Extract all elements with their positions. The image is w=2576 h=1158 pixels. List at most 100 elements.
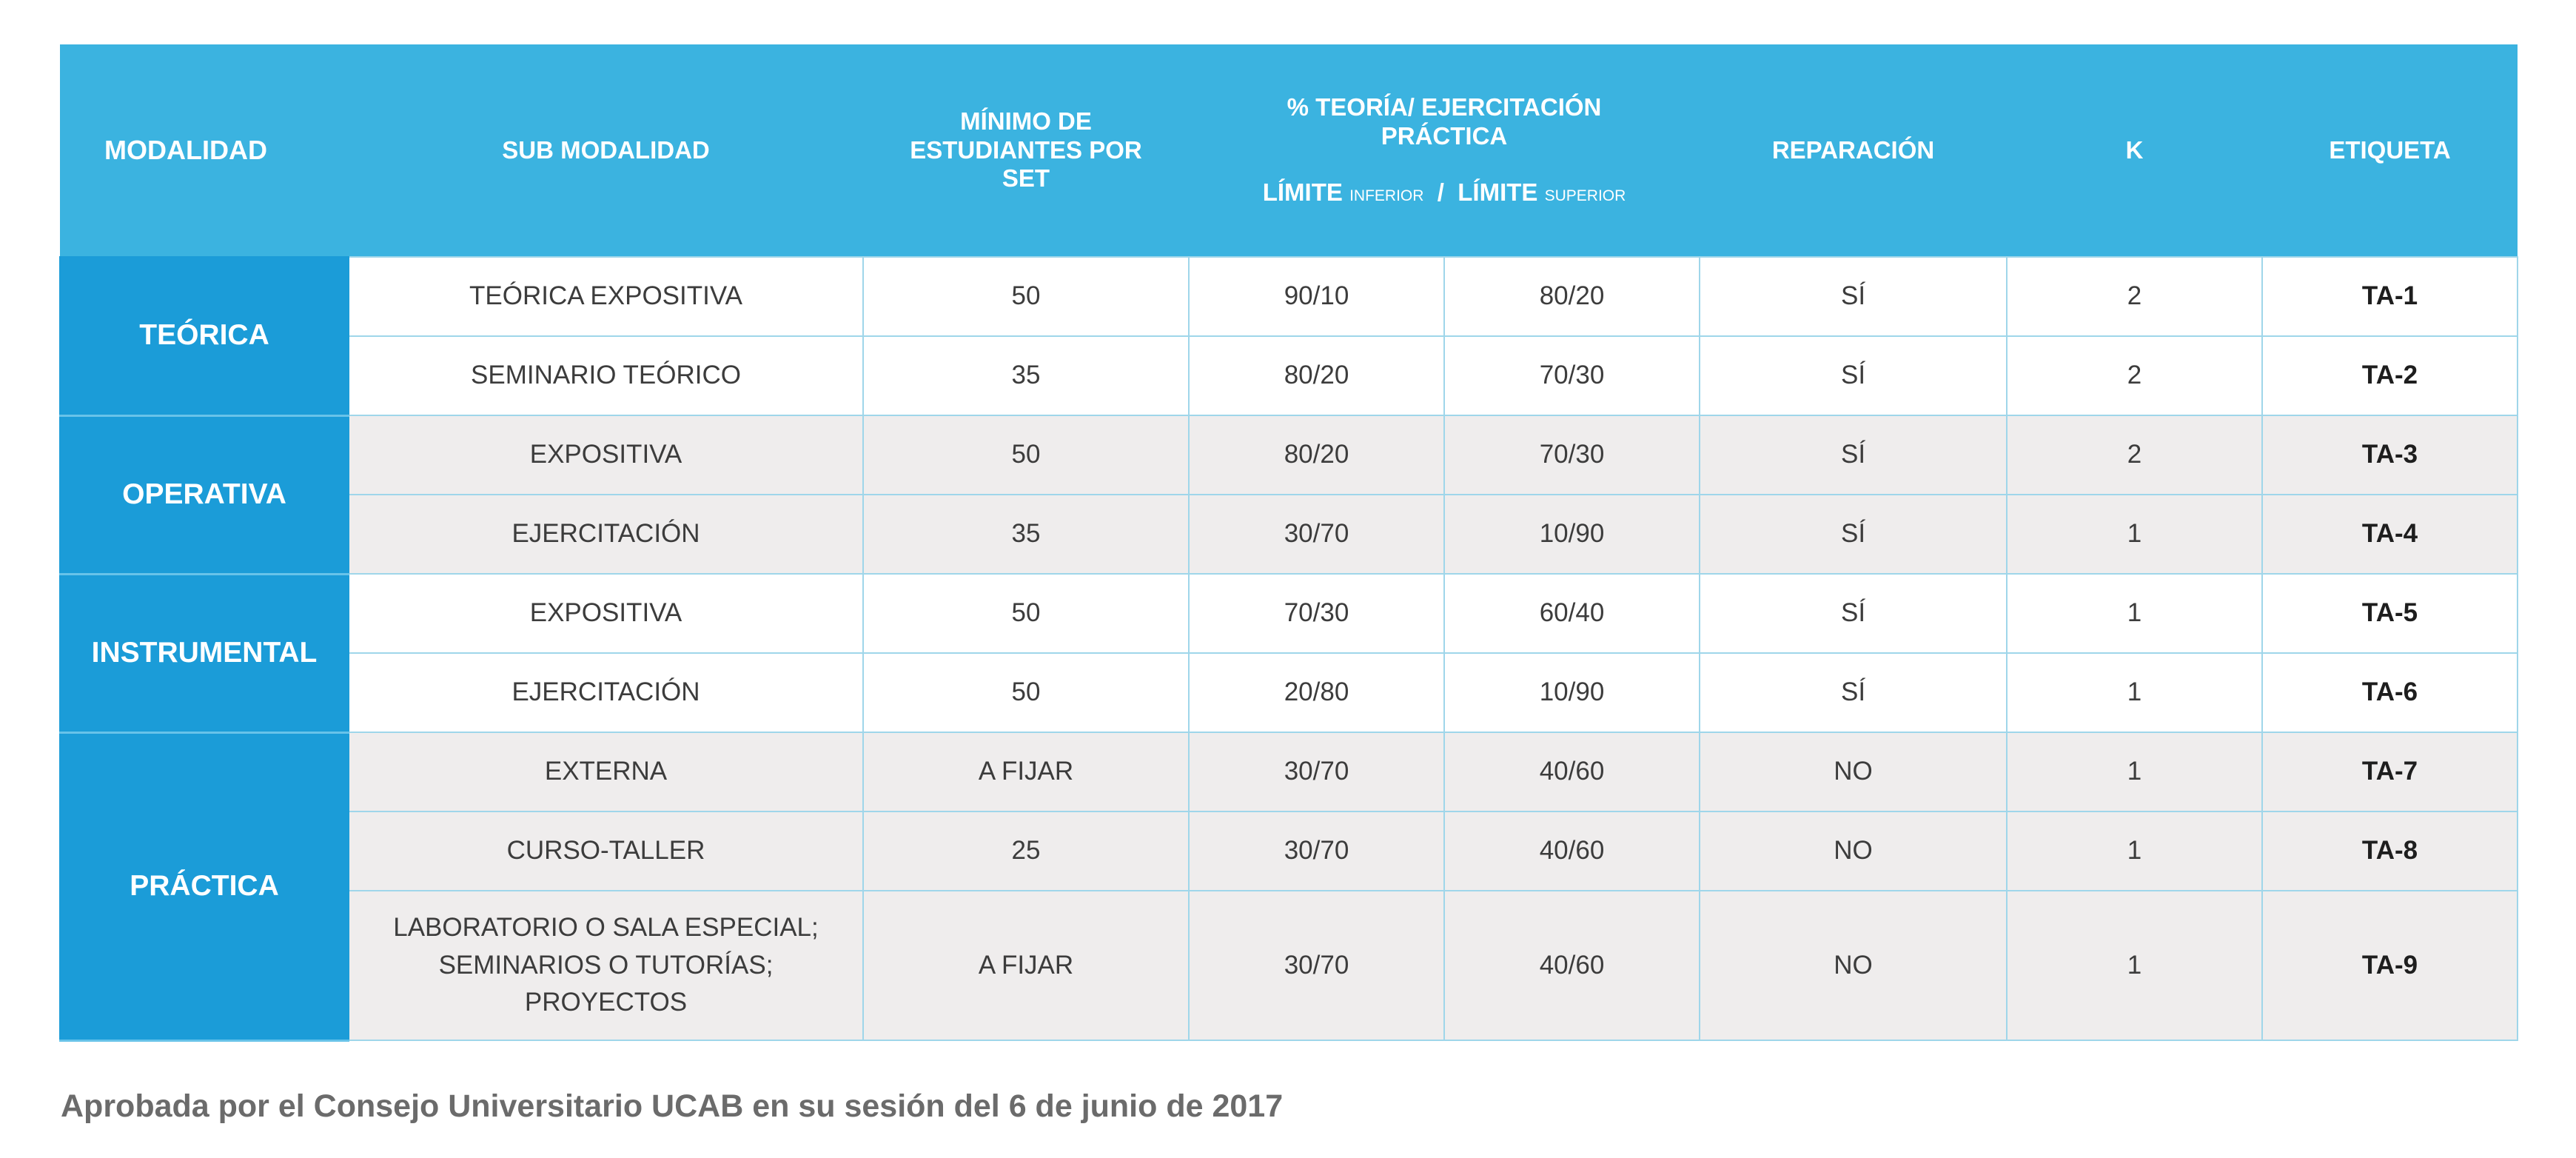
reparacion-cell: SÍ [1699, 573, 2008, 654]
upper-limit-cell: 40/60 [1443, 811, 1701, 891]
modality-cell-operativa: OPERATIVA [59, 415, 349, 575]
upper-limit-cell: 10/90 [1443, 494, 1701, 575]
sub-modality-line1: LABORATORIO O SALA ESPECIAL; [393, 912, 819, 942]
min-students-cell: 25 [862, 811, 1190, 891]
etiqueta-cell: TA-5 [2261, 573, 2519, 654]
upper-limit-cell: 60/40 [1443, 573, 1701, 654]
lower-limit-cell: 30/70 [1188, 732, 1445, 812]
lower-limit-cell: 20/80 [1188, 652, 1445, 733]
sub-modality-cell: EXPOSITIVA [348, 573, 864, 654]
table-row: TEÓRICA TEÓRICA EXPOSITIVA 50 90/10 80/2… [59, 256, 2519, 417]
sub-modality-cell: EJERCITACIÓN [348, 652, 864, 733]
lower-limit-cell: 80/20 [1188, 335, 1445, 416]
reparacion-cell: NO [1699, 890, 2008, 1041]
header-modalidad: MODALIDAD [60, 44, 349, 257]
upper-limit-cell: 70/30 [1443, 335, 1701, 416]
reparacion-cell: NO [1699, 732, 2008, 812]
etiqueta-cell: TA-9 [2261, 890, 2519, 1041]
upper-limit-cell: 40/60 [1443, 890, 1701, 1041]
k-cell: 1 [2006, 494, 2264, 575]
k-cell: 1 [2006, 732, 2264, 812]
etiqueta-cell: TA-8 [2261, 811, 2519, 891]
k-cell: 1 [2006, 811, 2264, 891]
reparacion-cell: SÍ [1699, 415, 2008, 495]
etiqueta-cell: TA-4 [2261, 494, 2519, 575]
header-row: MODALIDAD SUB MODALIDAD MÍNIMO DE ESTUDI… [60, 44, 2518, 257]
table-header: MODALIDAD SUB MODALIDAD MÍNIMO DE ESTUDI… [60, 44, 2518, 257]
k-cell: 1 [2006, 573, 2264, 654]
sub-modality-cell: EJERCITACIÓN [348, 494, 864, 575]
etiqueta-cell: TA-1 [2261, 256, 2519, 337]
k-cell: 2 [2006, 415, 2264, 495]
etiqueta-cell: TA-2 [2261, 335, 2519, 416]
modalities-table: MODALIDAD SUB MODALIDAD MÍNIMO DE ESTUDI… [59, 44, 2519, 1042]
header-porcentaje-teoria: % TEORÍA/ EJERCITACIÓN PRÁCTICA LÍMITE I… [1189, 44, 1700, 257]
sub-modality-line3: PROYECTOS [524, 988, 688, 1017]
sub-modality-cell: TEÓRICA EXPOSITIVA [348, 256, 864, 337]
table-body: TEÓRICA TEÓRICA EXPOSITIVA 50 90/10 80/2… [59, 256, 2519, 1042]
sub-modality-cell: EXTERNA [348, 732, 864, 812]
header-pct-line1: % TEORÍA/ EJERCITACIÓN [1287, 93, 1602, 121]
lower-limit-cell: 30/70 [1188, 494, 1445, 575]
modality-cell-practica: PRÁCTICA [59, 732, 349, 1042]
sub-modality-cell: EXPOSITIVA [348, 415, 864, 495]
etiqueta-cell: TA-7 [2261, 732, 2519, 812]
lower-limit-cell: 30/70 [1188, 811, 1445, 891]
lower-limit-cell: 30/70 [1188, 890, 1445, 1041]
upper-limit-cell: 70/30 [1443, 415, 1701, 495]
sub-modality-line2: SEMINARIOS O TUTORÍAS; [438, 950, 774, 980]
header-minimo-estudiantes: MÍNIMO DE ESTUDIANTES POR SET [863, 44, 1189, 257]
header-limite-superior-word: LÍMITE [1458, 178, 1538, 207]
modalities-table-container: MODALIDAD SUB MODALIDAD MÍNIMO DE ESTUDI… [59, 44, 2519, 1042]
etiqueta-cell: TA-3 [2261, 415, 2519, 495]
reparacion-cell: SÍ [1699, 256, 2008, 337]
lower-limit-cell: 90/10 [1188, 256, 1445, 337]
min-students-cell: 50 [862, 652, 1190, 733]
min-students-cell: A FIJAR [862, 890, 1190, 1041]
min-students-cell: 35 [862, 335, 1190, 416]
sub-modality-cell: LABORATORIO O SALA ESPECIAL; SEMINARIOS … [348, 890, 864, 1041]
header-superior-label: SUPERIOR [1544, 187, 1626, 205]
upper-limit-cell: 80/20 [1443, 256, 1701, 337]
header-sub-modalidad: SUB MODALIDAD [349, 44, 863, 257]
min-students-cell: 50 [862, 415, 1190, 495]
min-students-cell: 50 [862, 256, 1190, 337]
lower-limit-cell: 70/30 [1188, 573, 1445, 654]
k-cell: 1 [2006, 890, 2264, 1041]
header-minimo-line1: MÍNIMO DE [960, 107, 1092, 135]
table-row: SEMINARIO TEÓRICO 35 80/20 70/30 SÍ 2 TA… [60, 335, 2519, 416]
upper-limit-cell: 40/60 [1443, 732, 1701, 812]
header-minimo-line3: SET [1002, 164, 1050, 193]
reparacion-cell: NO [1699, 811, 2008, 891]
modality-cell-teorica: TEÓRICA [59, 256, 349, 417]
header-reparacion: REPARACIÓN [1700, 44, 2008, 257]
k-cell: 1 [2006, 652, 2264, 733]
table-row: EJERCITACIÓN 35 30/70 10/90 SÍ 1 TA-4 [60, 494, 2519, 575]
sub-modality-cell: CURSO-TALLER [348, 811, 864, 891]
reparacion-cell: SÍ [1699, 494, 2008, 575]
reparacion-cell: SÍ [1699, 335, 2008, 416]
min-students-cell: 50 [862, 573, 1190, 654]
header-k: K [2007, 44, 2263, 257]
header-limite-inferior-word: LÍMITE [1262, 178, 1343, 207]
table-row: EJERCITACIÓN 50 20/80 10/90 SÍ 1 TA-6 [60, 652, 2519, 733]
table-row: PRÁCTICA EXTERNA A FIJAR 30/70 40/60 NO … [59, 732, 2519, 1042]
upper-limit-cell: 10/90 [1443, 652, 1701, 733]
k-cell: 2 [2006, 256, 2264, 337]
reparacion-cell: SÍ [1699, 652, 2008, 733]
table-row: OPERATIVA EXPOSITIVA 50 80/20 70/30 SÍ 2… [59, 415, 2519, 575]
table-row: CURSO-TALLER 25 30/70 40/60 NO 1 TA-8 [60, 811, 2519, 891]
header-pct-line2: PRÁCTICA [1381, 121, 1508, 150]
header-pct-title: % TEORÍA/ EJERCITACIÓN PRÁCTICA [1201, 93, 1688, 179]
header-limits-separator: / [1437, 178, 1444, 207]
approval-footnote: Aprobada por el Consejo Universitario UC… [61, 1088, 1284, 1124]
min-students-cell: 35 [862, 494, 1190, 575]
lower-limit-cell: 80/20 [1188, 415, 1445, 495]
k-cell: 2 [2006, 335, 2264, 416]
header-pct-limits: LÍMITE INFERIOR / LÍMITE SUPERIOR [1201, 178, 1688, 207]
table-row: LABORATORIO O SALA ESPECIAL; SEMINARIOS … [60, 890, 2519, 1041]
header-inferior-label: INFERIOR [1349, 187, 1424, 205]
etiqueta-cell: TA-6 [2261, 652, 2519, 733]
min-students-cell: A FIJAR [862, 732, 1190, 812]
modality-cell-instrumental: INSTRUMENTAL [59, 573, 349, 734]
